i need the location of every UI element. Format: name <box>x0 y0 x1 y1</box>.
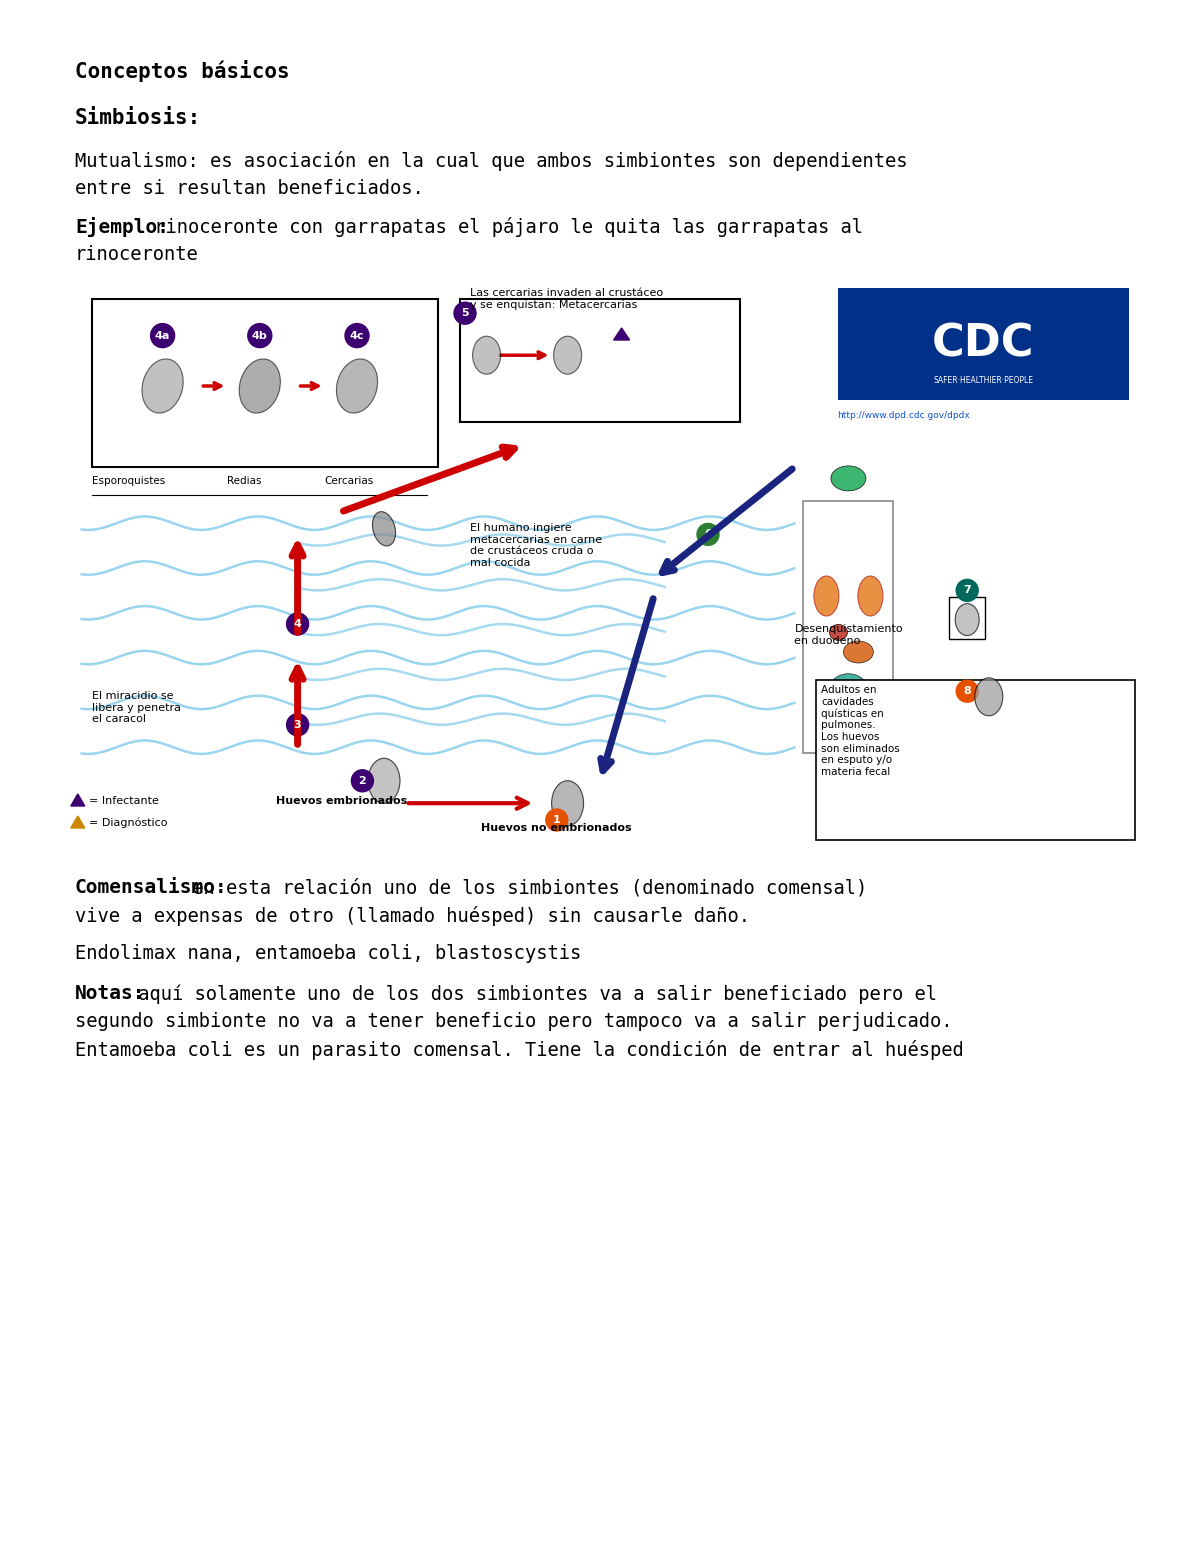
Circle shape <box>248 323 272 348</box>
Circle shape <box>287 613 308 635</box>
Text: 4c: 4c <box>349 331 365 340</box>
Ellipse shape <box>830 466 866 491</box>
Text: Desenquistamiento
en duodeno: Desenquistamiento en duodeno <box>794 624 904 646</box>
Text: Simbiosis:: Simbiosis: <box>74 109 202 127</box>
Ellipse shape <box>858 576 883 617</box>
Polygon shape <box>71 794 85 806</box>
Text: aquí solamente uno de los dos simbiontes va a salir beneficiado pero el: aquí solamente uno de los dos simbiontes… <box>127 985 937 1003</box>
Ellipse shape <box>368 758 400 803</box>
Circle shape <box>697 523 719 545</box>
Text: en esta relación uno de los simbiontes (denominado comensal): en esta relación uno de los simbiontes (… <box>181 877 868 898</box>
Text: vive a expensas de otro (llamado huésped) sin causarle daño.: vive a expensas de otro (llamado huésped… <box>74 905 750 926</box>
Text: 2: 2 <box>359 776 366 786</box>
Circle shape <box>546 809 568 831</box>
Circle shape <box>821 439 876 495</box>
Text: Conceptos básicos: Conceptos básicos <box>74 61 289 82</box>
Text: El humano ingiere
metacercarias en carne
de crustáceos cruda o
mal cocida: El humano ingiere metacercarias en carne… <box>470 523 602 568</box>
Text: segundo simbionte no va a tener beneficio pero tampoco va a salir perjudicado.: segundo simbionte no va a tener benefici… <box>74 1013 953 1031</box>
Bar <box>460 300 740 422</box>
Circle shape <box>352 770 373 792</box>
Text: 8: 8 <box>964 686 971 696</box>
Text: SAFER·HEALTHIER·PEOPLE: SAFER·HEALTHIER·PEOPLE <box>934 376 1033 385</box>
Bar <box>804 500 893 753</box>
Ellipse shape <box>974 677 1003 716</box>
Ellipse shape <box>955 604 979 635</box>
Text: Redias: Redias <box>228 475 262 486</box>
Text: Mutualismo: es asociación en la cual que ambos simbiontes son dependientes: Mutualismo: es asociación en la cual que… <box>74 151 907 171</box>
Ellipse shape <box>814 576 839 617</box>
Text: Entamoeba coli es un parasito comensal. Tiene la condición de entrar al huésped: Entamoeba coli es un parasito comensal. … <box>74 1041 964 1061</box>
Text: 6: 6 <box>704 530 712 539</box>
Bar <box>949 596 985 638</box>
Text: Adultos en
cavidades
quísticas en
pulmones.
Los huevos
son eliminados
en esputo : Adultos en cavidades quísticas en pulmon… <box>821 685 900 776</box>
Polygon shape <box>613 328 630 340</box>
Text: 5: 5 <box>461 307 469 318</box>
Ellipse shape <box>553 335 582 374</box>
Text: 4b: 4b <box>252 331 268 340</box>
Text: 7: 7 <box>964 585 971 595</box>
Bar <box>92 300 438 467</box>
Text: Cercarias: Cercarias <box>324 475 374 486</box>
Text: Huevos no embrionados: Huevos no embrionados <box>481 823 632 832</box>
Text: Ejemplo:: Ejemplo: <box>74 217 169 238</box>
Polygon shape <box>71 815 85 828</box>
Ellipse shape <box>239 359 281 413</box>
Text: http://www.dpd.cdc.gov/dpdx: http://www.dpd.cdc.gov/dpdx <box>838 412 971 421</box>
Text: 1: 1 <box>553 815 560 825</box>
Text: Comensalismo:: Comensalismo: <box>74 877 228 898</box>
Text: rinoceronte: rinoceronte <box>74 245 199 264</box>
Text: 4a: 4a <box>155 331 170 340</box>
Circle shape <box>956 579 978 601</box>
Circle shape <box>151 323 175 348</box>
Bar <box>838 287 1129 401</box>
Text: 4: 4 <box>294 620 301 629</box>
Text: Notas:: Notas: <box>74 985 145 1003</box>
Text: = Infectante: = Infectante <box>89 797 158 806</box>
Bar <box>816 680 1135 840</box>
Circle shape <box>454 303 476 325</box>
Text: = Diagnóstico: = Diagnóstico <box>89 818 167 828</box>
Circle shape <box>287 714 308 736</box>
Bar <box>60 287 1140 848</box>
Text: entre si resultan beneficiados.: entre si resultan beneficiados. <box>74 179 424 197</box>
Ellipse shape <box>336 359 378 413</box>
Ellipse shape <box>372 511 396 547</box>
Ellipse shape <box>142 359 184 413</box>
Text: Las cercarias invaden al crustáceo
y se enquistan: Metacercarias: Las cercarias invaden al crustáceo y se … <box>470 287 664 309</box>
Text: Esporoquistes: Esporoquistes <box>92 475 166 486</box>
Text: Endolimax nana, entamoeba coli, blastoscystis: Endolimax nana, entamoeba coli, blastosc… <box>74 944 581 963</box>
Ellipse shape <box>552 781 583 826</box>
Ellipse shape <box>473 335 500 374</box>
Text: El miracidio se
libera y penetra
el caracol: El miracidio se libera y penetra el cara… <box>92 691 181 724</box>
Ellipse shape <box>844 641 874 663</box>
Circle shape <box>956 680 978 702</box>
Ellipse shape <box>828 674 869 708</box>
Text: rinoceronte con garrapatas el pájaro le quita las garrapatas al: rinoceronte con garrapatas el pájaro le … <box>143 217 863 238</box>
Ellipse shape <box>829 624 847 640</box>
Text: 3: 3 <box>294 719 301 730</box>
Text: CDC: CDC <box>932 323 1034 365</box>
Text: Huevos embrionados: Huevos embrionados <box>276 797 407 806</box>
Circle shape <box>346 323 370 348</box>
